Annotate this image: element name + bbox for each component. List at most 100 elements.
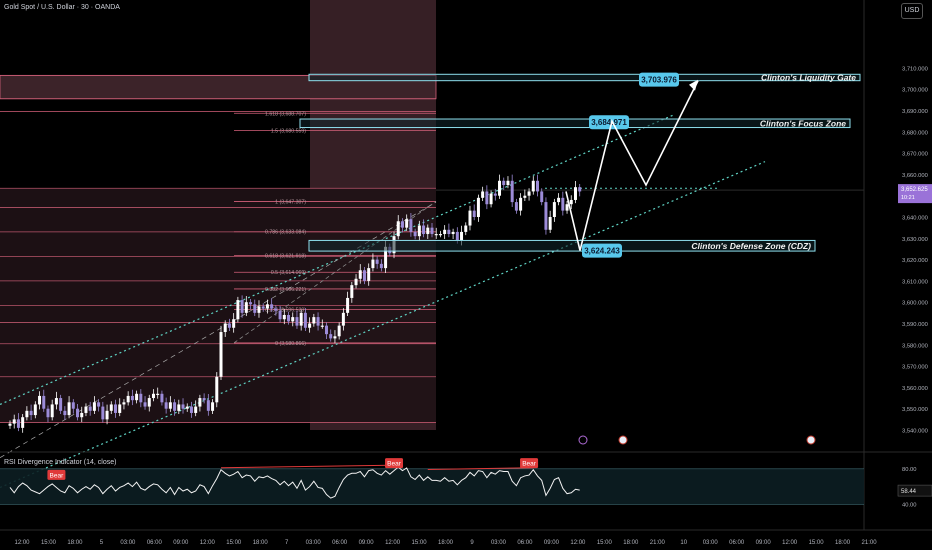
candle-body[interactable] (565, 204, 569, 211)
current-price-badge[interactable] (898, 184, 932, 204)
candle-body[interactable] (464, 225, 468, 232)
candle-body[interactable] (375, 259, 379, 264)
candle-body[interactable] (438, 234, 442, 236)
candle-body[interactable] (308, 323, 312, 328)
candle-body[interactable] (468, 210, 472, 226)
candle-body[interactable] (519, 197, 523, 211)
candle-body[interactable] (261, 306, 265, 309)
candle-body[interactable] (278, 310, 282, 320)
candle-body[interactable] (160, 393, 164, 403)
candle-body[interactable] (379, 263, 383, 269)
candle-body[interactable] (147, 398, 151, 407)
candle-body[interactable] (156, 393, 160, 395)
candle-body[interactable] (38, 395, 42, 405)
candle-body[interactable] (143, 402, 147, 407)
candle-body[interactable] (481, 191, 485, 198)
candle-body[interactable] (371, 259, 375, 269)
candle-body[interactable] (561, 197, 565, 211)
projection-path[interactable] (565, 79, 699, 251)
candle-body[interactable] (253, 304, 257, 313)
candle-body[interactable] (274, 308, 278, 311)
candle-body[interactable] (455, 231, 459, 241)
candle-body[interactable] (236, 300, 240, 320)
candle-body[interactable] (329, 334, 333, 339)
candle-body[interactable] (303, 312, 307, 328)
candle-body[interactable] (109, 404, 113, 411)
candle-body[interactable] (514, 202, 518, 211)
candle-body[interactable] (118, 404, 122, 413)
candle-body[interactable] (135, 393, 139, 401)
candle-body[interactable] (8, 423, 12, 426)
candle-body[interactable] (25, 410, 29, 418)
candle-body[interactable] (173, 402, 177, 411)
candle-body[interactable] (384, 246, 388, 269)
candle-body[interactable] (578, 187, 582, 192)
event-marker-icon[interactable] (578, 435, 588, 445)
zone-box[interactable] (299, 118, 851, 129)
candle-body[interactable] (164, 402, 168, 409)
candle-body[interactable] (54, 398, 58, 405)
candle-body[interactable] (92, 402, 96, 411)
candle-body[interactable] (211, 402, 215, 411)
candle-body[interactable] (523, 195, 527, 198)
candle-body[interactable] (527, 191, 531, 196)
candle-body[interactable] (130, 395, 134, 401)
price-callout-box[interactable] (582, 243, 622, 258)
candle-body[interactable] (337, 325, 341, 337)
candle-body[interactable] (101, 406, 105, 420)
price-callout-box[interactable] (639, 72, 679, 87)
candle-body[interactable] (244, 302, 248, 313)
candle-body[interactable] (544, 202, 548, 230)
candle-body[interactable] (430, 227, 434, 235)
candle-body[interactable] (80, 412, 84, 418)
candle-body[interactable] (84, 406, 88, 413)
candlestick-series[interactable] (8, 174, 582, 433)
supply-demand-zones[interactable]: Clinton's Liquidity Gate 3,703.976 Clinton… (299, 72, 861, 258)
zone-box[interactable] (308, 73, 861, 82)
candle-body[interactable] (413, 231, 417, 237)
candle-body[interactable] (531, 180, 535, 192)
candle-body[interactable] (63, 410, 67, 416)
candle-body[interactable] (569, 199, 573, 205)
candle-body[interactable] (489, 193, 493, 205)
candle-body[interactable] (447, 229, 451, 235)
candle-body[interactable] (333, 336, 337, 339)
candle-body[interactable] (409, 219, 413, 232)
candle-body[interactable] (139, 393, 143, 403)
candle-body[interactable] (510, 180, 514, 203)
flag-icon[interactable] (618, 435, 628, 445)
candle-body[interactable] (122, 402, 126, 405)
candle-body[interactable] (367, 268, 371, 281)
candle-body[interactable] (346, 297, 350, 313)
candle-body[interactable] (400, 221, 404, 228)
candle-body[interactable] (548, 217, 552, 230)
candle-body[interactable] (498, 180, 502, 196)
candle-body[interactable] (485, 191, 489, 205)
candle-body[interactable] (46, 408, 50, 418)
candle-body[interactable] (249, 302, 253, 305)
candle-body[interactable] (270, 304, 274, 309)
candle-body[interactable] (16, 419, 20, 428)
candle-body[interactable] (552, 202, 556, 217)
candle-body[interactable] (325, 325, 328, 335)
candle-body[interactable] (434, 234, 438, 236)
candle-body[interactable] (42, 395, 46, 409)
candle-body[interactable] (71, 402, 75, 409)
candle-body[interactable] (67, 402, 71, 416)
currency-button[interactable]: USD (901, 3, 923, 19)
candle-body[interactable] (320, 325, 324, 327)
candle-body[interactable] (177, 404, 181, 411)
candle-body[interactable] (426, 227, 430, 235)
candle-body[interactable] (460, 231, 464, 241)
flag-icon[interactable] (806, 435, 816, 445)
channel-lower-line[interactable] (0, 161, 766, 489)
candle-body[interactable] (506, 180, 510, 186)
candle-body[interactable] (557, 197, 561, 203)
projection-polyline[interactable] (565, 80, 699, 251)
candle-body[interactable] (97, 402, 101, 407)
candle-body[interactable] (443, 229, 447, 235)
trend-channel[interactable] (0, 114, 766, 489)
candle-body[interactable] (168, 402, 172, 409)
candle-body[interactable] (502, 180, 506, 186)
candle-body[interactable] (50, 404, 54, 418)
